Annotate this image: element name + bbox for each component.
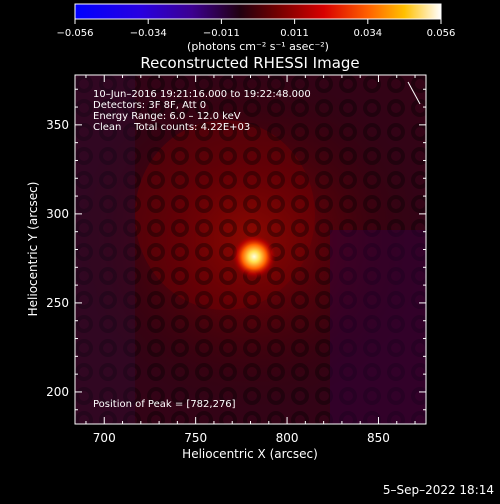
x-tick-label: 850 xyxy=(367,431,390,445)
colorbar-tick-label: −0.034 xyxy=(130,28,167,39)
plot-title: Reconstructed RHESSI Image xyxy=(140,54,359,72)
x-axis: 700 750 800 850 xyxy=(85,75,416,445)
y-tick-label: 350 xyxy=(46,118,69,132)
colorbar-ticks: −0.056 −0.034 −0.011 0.011 0.034 0.056 xyxy=(56,19,455,39)
colorbar-tick-label: −0.011 xyxy=(203,28,240,39)
footer-timestamp: 5–Sep–2022 18:14 xyxy=(383,483,494,497)
y-axis-label: Heliocentric Y (arcsec) xyxy=(26,182,40,317)
x-tick-label: 800 xyxy=(276,431,299,445)
y-axis: 200 250 300 350 xyxy=(46,88,426,411)
colorbar-tick-label: 0.056 xyxy=(427,28,456,39)
info-line-time: 10–Jun–2016 19:21:16.000 to 19:22:48.000 xyxy=(93,89,311,100)
info-line-energy: Energy Range: 6.0 – 12.0 keV xyxy=(93,111,241,122)
rhessi-image xyxy=(75,75,426,424)
colorbar-gradient xyxy=(74,3,442,20)
peak-position-label: Position of Peak = [782,276] xyxy=(93,399,236,410)
colorbar-tick-label: 0.011 xyxy=(280,28,309,39)
flare-source xyxy=(232,234,277,279)
info-line-detectors: Detectors: 3F 8F, Att 0 xyxy=(93,100,206,111)
x-tick-label: 750 xyxy=(184,431,207,445)
colorbar-tick-label: 0.034 xyxy=(353,28,382,39)
x-axis-label: Heliocentric X (arcsec) xyxy=(182,447,318,461)
colorbar: −0.056 −0.034 −0.011 0.011 0.034 0.056 (photo… xyxy=(56,3,455,53)
info-block: 10–Jun–2016 19:21:16.000 to 19:22:48.000… xyxy=(93,89,311,133)
limb-line xyxy=(407,81,421,105)
y-tick-label: 250 xyxy=(46,296,69,310)
x-tick-label: 700 xyxy=(93,431,116,445)
colorbar-tick-label: −0.056 xyxy=(56,28,93,39)
colorbar-units: (photons cm⁻² s⁻¹ asec⁻²) xyxy=(187,40,329,53)
info-line-clean: Clean Total counts: 4.22E+03 xyxy=(93,122,250,133)
y-tick-label: 300 xyxy=(46,207,69,221)
y-tick-label: 200 xyxy=(46,385,69,399)
